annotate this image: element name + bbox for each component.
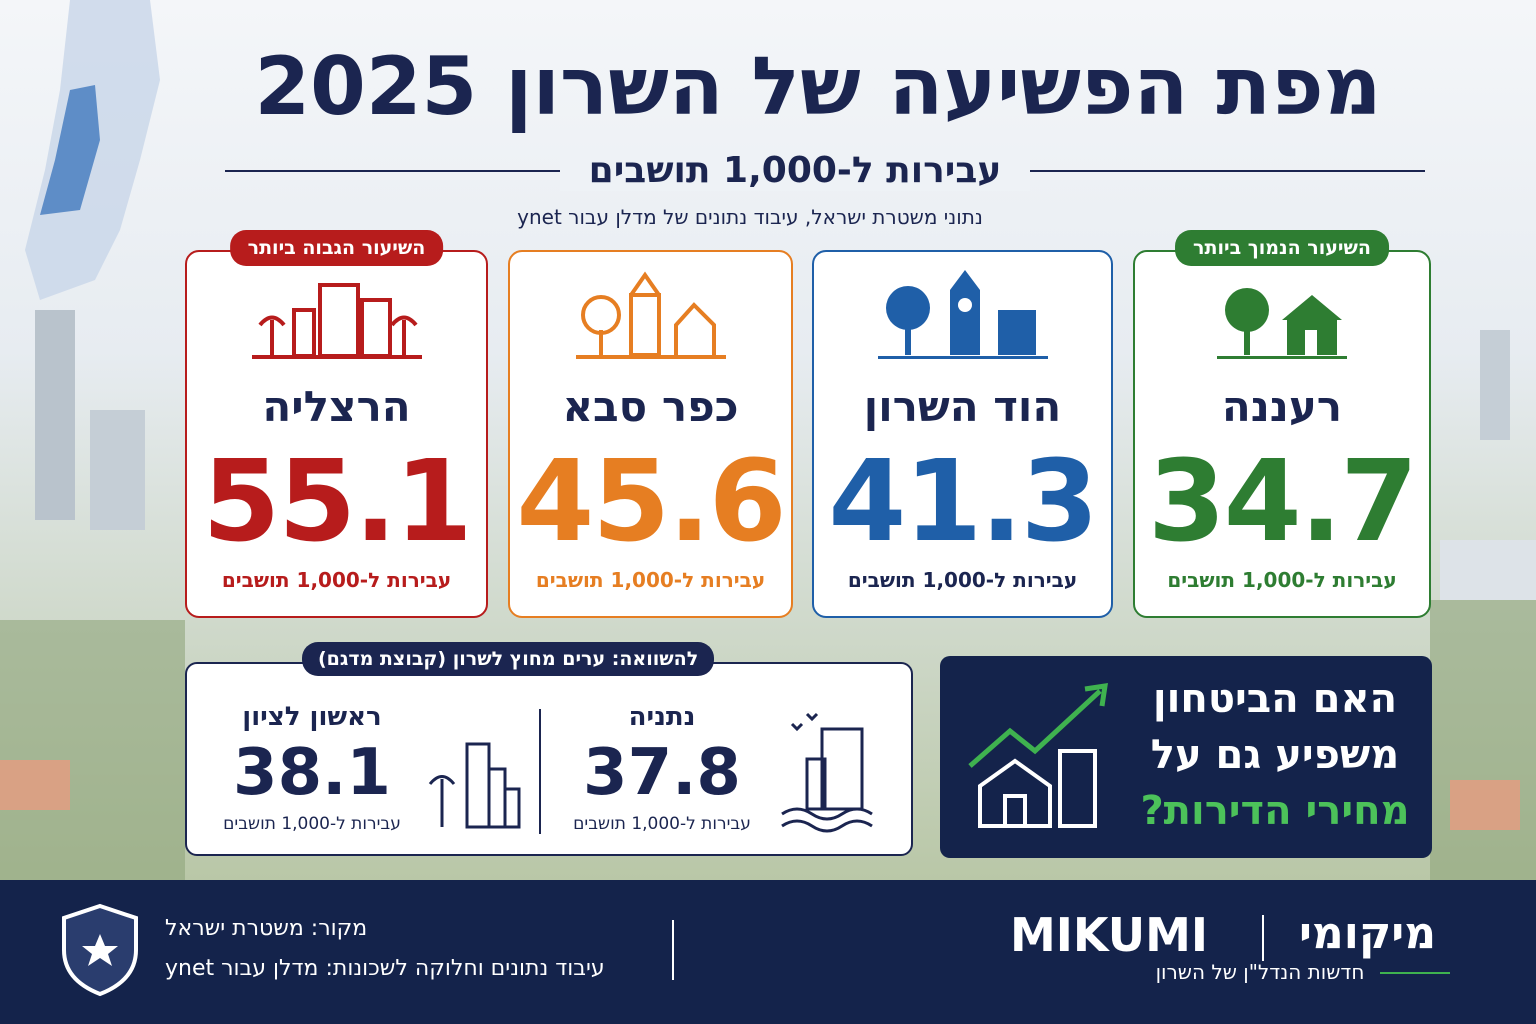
brand: MIKUMI xyxy=(1010,908,1208,962)
city-name: הוד השרון xyxy=(863,382,1062,431)
rate-value: 37.8 xyxy=(583,736,741,810)
tagline: חדשות הנדל"ן של השרון xyxy=(1155,960,1365,984)
city-card: השיעור הנמוך ביותר רעננה 34.7 עבירות ל-1… xyxy=(1133,230,1431,618)
rate-value: 34.7 xyxy=(1147,437,1418,567)
rate-unit: עבירות ל-1,000 תושבים xyxy=(847,568,1078,592)
footer: מקור: משטרת ישראל עיבוד נתונים וחלוקה לש… xyxy=(0,880,1536,1024)
accent-line xyxy=(1380,972,1450,974)
divider xyxy=(539,709,541,834)
question-line: מחירי הדירות? xyxy=(1140,788,1410,834)
icon xyxy=(877,270,1048,359)
icon xyxy=(428,742,521,829)
rate-unit: עבירות ל-1,000 תושבים xyxy=(221,568,452,592)
icon xyxy=(251,283,422,359)
badge: השיעור הגבוה ביותר xyxy=(229,230,444,266)
source-line: נתוני משטרת ישראל, עיבוד נתונים של מדלן … xyxy=(517,205,983,229)
icon xyxy=(575,271,726,359)
footer-source-text: מקור: משטרת ישראל xyxy=(165,916,368,941)
divider xyxy=(1262,915,1264,961)
title: מפת הפשיעה של השרון 2025 xyxy=(254,40,1382,133)
question-box: האם הביטחון משפיע גם על מחירי הדירות? xyxy=(940,656,1432,858)
city-name: הרצליה xyxy=(262,382,411,431)
comparison-box: להשוואה: ערים מחוץ לשרון (קבוצת מדגם) נת… xyxy=(185,642,913,856)
divider xyxy=(672,920,674,980)
rate-value: 41.3 xyxy=(828,437,1098,567)
city-card: הוד השרון 41.3 עבירות ל-1,000 תושבים xyxy=(812,250,1113,618)
question-line: משפיע גם על xyxy=(1150,732,1400,778)
icon xyxy=(781,712,873,833)
brand-hebrew: מיקומי xyxy=(1298,908,1437,959)
comparison-title: להשוואה: ערים מחוץ לשרון (קבוצת מדגם) xyxy=(302,642,715,676)
icon xyxy=(1217,288,1347,359)
rate-unit: עבירות ל-1,000 תושבים xyxy=(223,814,401,834)
city-card: השיעור הגבוה ביותר הרצליה 55.1 עבירות ל-… xyxy=(185,230,488,618)
city-card: כפר סבא 45.6 עבירות ל-1,000 תושבים xyxy=(508,250,793,618)
rate-unit: עבירות ל-1,000 תושבים xyxy=(1167,568,1397,592)
rate-value: 38.1 xyxy=(233,736,391,810)
rate-value: 45.6 xyxy=(516,437,786,567)
badge: השיעור הנמוך ביותר xyxy=(1175,230,1389,266)
footer-processing: עיבוד נתונים וחלוקה לשכונות: מדלן עבור y… xyxy=(165,956,665,981)
shield-icon xyxy=(62,903,138,997)
rate-unit: עבירות ל-1,000 תושבים xyxy=(573,814,751,834)
footer-processing-text: עיבוד נתונים וחלוקה לשכונות: מדלן עבור y… xyxy=(165,956,605,981)
footer-source: מקור: משטרת ישראל xyxy=(165,916,665,941)
icon xyxy=(968,683,1108,828)
question-line: האם הביטחון xyxy=(1152,676,1398,722)
subtitle: עבירות ל-1,000 תושבים xyxy=(560,150,1030,191)
city-name: ראשון לציון xyxy=(242,702,382,732)
rate-value: 55.1 xyxy=(202,437,472,567)
city-name: נתניה xyxy=(628,702,696,732)
rate-unit: עבירות ל-1,000 תושבים xyxy=(535,568,766,592)
city-name: רעננה xyxy=(1221,382,1343,431)
city-name: כפר סבא xyxy=(562,382,739,431)
